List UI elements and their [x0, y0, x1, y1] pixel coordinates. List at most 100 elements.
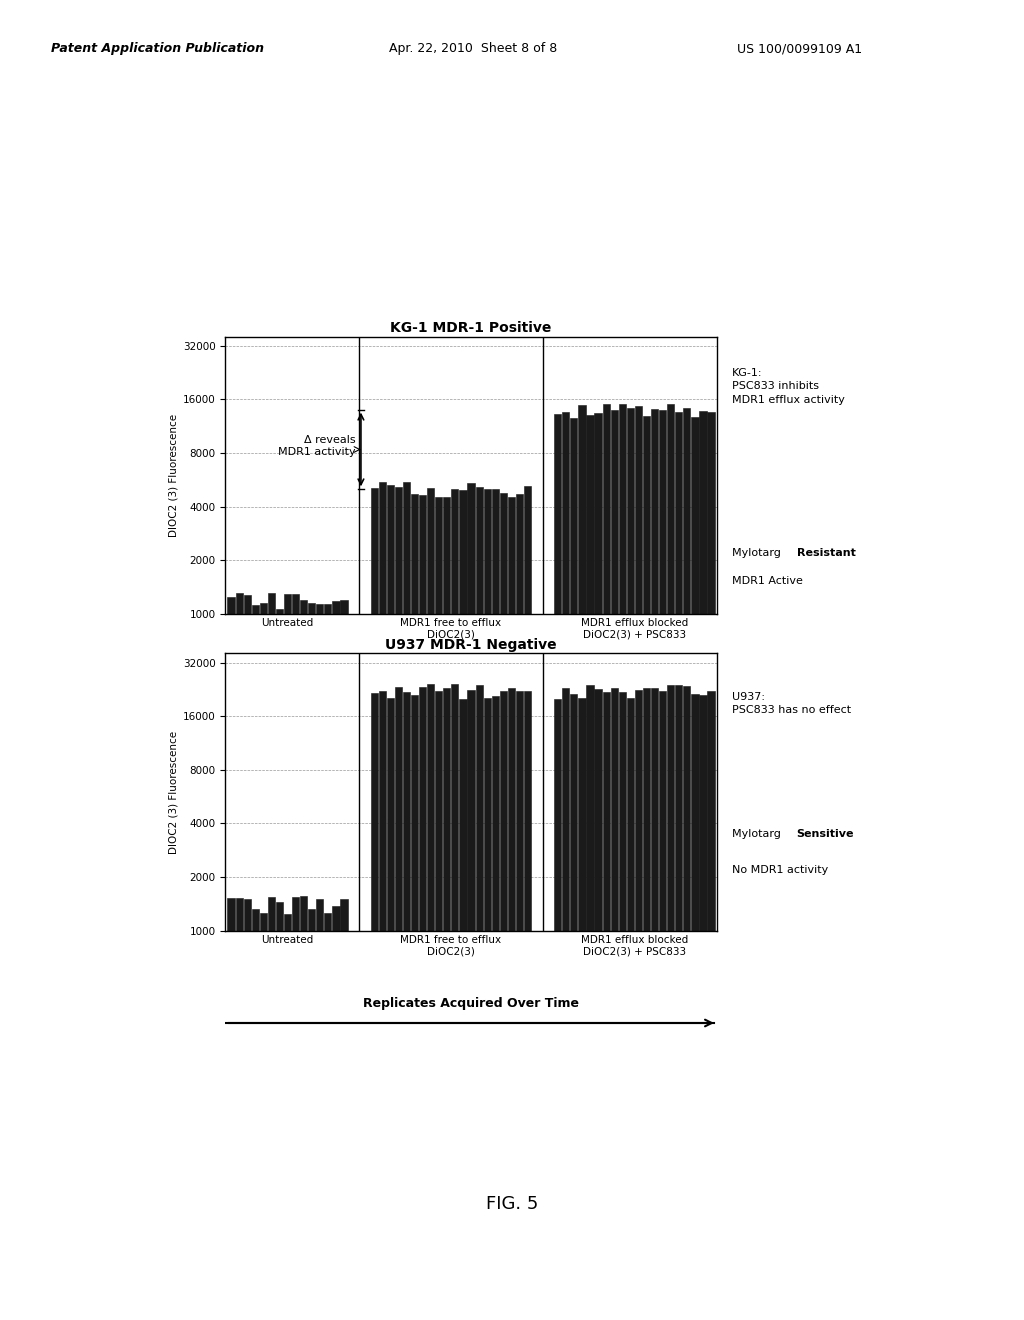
- Bar: [379, 692, 386, 1320]
- Bar: [602, 404, 609, 1320]
- Bar: [683, 686, 690, 1320]
- Bar: [316, 899, 324, 1320]
- Bar: [659, 409, 667, 1320]
- Bar: [325, 912, 332, 1320]
- Bar: [675, 685, 682, 1320]
- Bar: [275, 903, 283, 1320]
- Text: Mylotarg: Mylotarg: [732, 548, 784, 558]
- Bar: [579, 405, 586, 1320]
- Bar: [300, 601, 307, 1320]
- Bar: [635, 690, 642, 1320]
- Bar: [691, 417, 698, 1320]
- Bar: [452, 490, 459, 1320]
- Text: Replicates Acquired Over Time: Replicates Acquired Over Time: [364, 997, 579, 1010]
- Text: Untreated: Untreated: [261, 935, 313, 945]
- Bar: [227, 898, 234, 1320]
- Bar: [308, 908, 315, 1320]
- Bar: [467, 690, 475, 1320]
- Text: FIG. 5: FIG. 5: [485, 1195, 539, 1213]
- Bar: [618, 404, 626, 1320]
- Bar: [516, 494, 523, 1320]
- Bar: [475, 685, 482, 1320]
- Bar: [411, 696, 418, 1320]
- Bar: [570, 694, 578, 1320]
- Bar: [500, 494, 507, 1320]
- Bar: [524, 486, 531, 1320]
- Y-axis label: DIOC2 (3) Fluorescence: DIOC2 (3) Fluorescence: [169, 730, 178, 854]
- Bar: [275, 610, 283, 1320]
- Bar: [610, 688, 617, 1320]
- Bar: [699, 412, 707, 1320]
- Bar: [627, 697, 634, 1320]
- Bar: [300, 896, 307, 1320]
- Bar: [708, 692, 715, 1320]
- Bar: [260, 913, 267, 1320]
- Bar: [340, 899, 347, 1320]
- Bar: [260, 603, 267, 1320]
- Bar: [651, 688, 658, 1320]
- Bar: [708, 412, 715, 1320]
- Bar: [333, 906, 340, 1320]
- Title: KG-1 MDR-1 Positive: KG-1 MDR-1 Positive: [390, 322, 552, 335]
- Bar: [635, 407, 642, 1320]
- Bar: [435, 496, 442, 1320]
- Bar: [379, 482, 386, 1320]
- Bar: [284, 594, 291, 1320]
- Bar: [452, 684, 459, 1320]
- Bar: [508, 498, 515, 1320]
- Bar: [419, 495, 426, 1320]
- Title: U937 MDR-1 Negative: U937 MDR-1 Negative: [385, 639, 557, 652]
- Bar: [460, 490, 467, 1320]
- Bar: [316, 605, 324, 1320]
- Text: Untreated: Untreated: [261, 618, 313, 628]
- Bar: [683, 408, 690, 1320]
- Y-axis label: DIOC2 (3) Fluorescence: DIOC2 (3) Fluorescence: [169, 413, 178, 537]
- Bar: [554, 414, 561, 1320]
- Text: Δ reveals
MDR1 activity: Δ reveals MDR1 activity: [278, 434, 355, 457]
- Bar: [227, 598, 234, 1320]
- Bar: [252, 909, 259, 1320]
- Bar: [435, 690, 442, 1320]
- Text: US 100/0099109 A1: US 100/0099109 A1: [737, 42, 862, 55]
- Bar: [587, 685, 594, 1320]
- Bar: [691, 693, 698, 1320]
- Bar: [333, 601, 340, 1320]
- Bar: [427, 684, 434, 1320]
- Bar: [579, 698, 586, 1320]
- Bar: [627, 408, 634, 1320]
- Bar: [244, 595, 251, 1320]
- Text: MDR1 efflux blocked
DiOC2(3) + PSC833: MDR1 efflux blocked DiOC2(3) + PSC833: [581, 935, 688, 956]
- Bar: [443, 688, 451, 1320]
- Bar: [387, 484, 394, 1320]
- Text: MDR1 free to efflux
DiOC2(3): MDR1 free to efflux DiOC2(3): [400, 935, 502, 956]
- Bar: [395, 487, 402, 1320]
- Bar: [244, 899, 251, 1320]
- Bar: [667, 685, 674, 1320]
- Bar: [387, 698, 394, 1320]
- Bar: [419, 688, 426, 1320]
- Bar: [618, 692, 626, 1320]
- Bar: [524, 690, 531, 1320]
- Bar: [292, 594, 299, 1320]
- Text: Mylotarg: Mylotarg: [732, 829, 784, 838]
- Text: MDR1 free to efflux
DiOC2(3): MDR1 free to efflux DiOC2(3): [400, 618, 502, 639]
- Bar: [284, 915, 291, 1320]
- Bar: [475, 487, 482, 1320]
- Bar: [699, 696, 707, 1320]
- Bar: [411, 494, 418, 1320]
- Bar: [500, 690, 507, 1320]
- Bar: [675, 412, 682, 1320]
- Bar: [292, 898, 299, 1320]
- Bar: [308, 603, 315, 1320]
- Bar: [492, 696, 499, 1320]
- Bar: [236, 898, 243, 1320]
- Bar: [402, 692, 410, 1320]
- Bar: [268, 593, 275, 1320]
- Bar: [483, 490, 490, 1320]
- Bar: [402, 482, 410, 1320]
- Bar: [443, 496, 451, 1320]
- Bar: [667, 404, 674, 1320]
- Bar: [570, 417, 578, 1320]
- Bar: [643, 416, 650, 1320]
- Bar: [371, 488, 378, 1320]
